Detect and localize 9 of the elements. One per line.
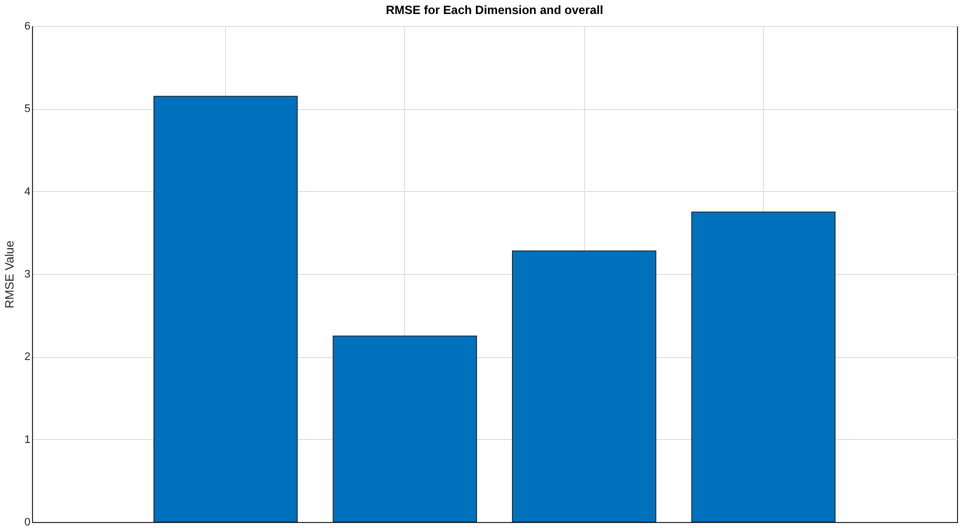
y-axis-title: RMSE Value	[2, 240, 16, 308]
y-tick-label: 3	[24, 268, 30, 280]
y-tick-label: 6	[24, 20, 30, 32]
y-tick-label: 1	[24, 434, 30, 446]
y-tick-label: 0	[24, 516, 30, 528]
y-tick-label: 4	[24, 186, 30, 198]
chart-title: RMSE for Each Dimension and overall	[386, 3, 604, 17]
y-tick-label: 5	[24, 103, 30, 116]
y-tick-label: 2	[24, 351, 30, 364]
